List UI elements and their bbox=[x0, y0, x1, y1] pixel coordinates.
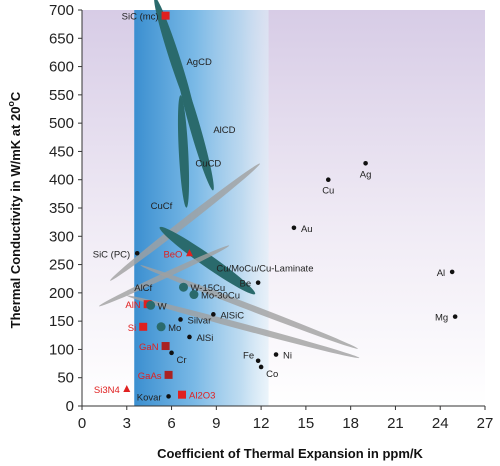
point-gaas bbox=[164, 370, 173, 379]
y-tick-label: 350 bbox=[49, 200, 74, 217]
point-silvar bbox=[178, 317, 183, 322]
point-beo bbox=[185, 249, 193, 257]
ellipse-cucf bbox=[110, 163, 260, 281]
point-label-sic-pc: SiC (PC) bbox=[93, 249, 130, 260]
x-tick-label: 6 bbox=[167, 415, 175, 432]
point-label-w: W bbox=[158, 301, 167, 312]
point-si3n4 bbox=[123, 385, 131, 393]
ellipse-label-alcd: AlCD bbox=[213, 125, 235, 136]
point-al2o3 bbox=[178, 390, 187, 399]
point-fe bbox=[255, 358, 261, 364]
point-label-ag: Ag bbox=[360, 169, 372, 180]
ellipse-layer: AgCD AlCD CuCD CuCf Cu/MoCu/Cu-Laminate AlCf bbox=[99, 0, 360, 359]
point-sic-pc bbox=[134, 250, 140, 256]
x-tick-label: 9 bbox=[212, 415, 220, 432]
x-tick-label: 24 bbox=[432, 415, 449, 432]
y-tick-label: 0 bbox=[66, 398, 74, 415]
point-label-gaas: GaAs bbox=[138, 371, 162, 382]
point-label-si: Si bbox=[128, 323, 136, 334]
y-axis-title-main: Thermal Conductivity in W/mK at 20 bbox=[8, 107, 23, 329]
point-label-kovar: Kovar bbox=[137, 392, 162, 403]
point-label-be: Be bbox=[240, 279, 252, 290]
y-tick-label: 550 bbox=[49, 87, 74, 104]
point-label-silvar: Silvar bbox=[188, 315, 212, 326]
point-label-w-15cu: W-15Cu bbox=[190, 283, 225, 294]
point-al bbox=[449, 269, 455, 275]
point-label-cr: Cr bbox=[177, 355, 187, 366]
point-label-sic-mc: SiC (mc) bbox=[122, 12, 159, 23]
point-label-alsic: AlSiC bbox=[220, 310, 244, 321]
point-label-ni: Ni bbox=[283, 351, 292, 362]
y-tick-label: 250 bbox=[49, 257, 74, 274]
point-mg bbox=[452, 314, 458, 319]
point-kovar bbox=[166, 394, 171, 399]
ellipse-alcd bbox=[177, 67, 214, 191]
x-tick-label: 0 bbox=[78, 415, 86, 432]
point-be bbox=[255, 280, 261, 285]
points-layer: SiC (mc) Ag Cu Au SiC (PC) BeO Al Be W-15CuMo-30… bbox=[93, 11, 458, 403]
point-mo-30cu bbox=[189, 290, 199, 300]
point-alsi bbox=[187, 334, 192, 340]
point-label-co: Co bbox=[266, 369, 278, 380]
x-tick-label: 3 bbox=[123, 415, 131, 432]
point-label-au: Au bbox=[301, 224, 313, 235]
point-mo bbox=[156, 322, 166, 332]
point-alsic bbox=[211, 312, 216, 317]
point-co bbox=[258, 364, 264, 370]
point-ag bbox=[363, 161, 368, 166]
point-label-al2o3: Al2O3 bbox=[189, 391, 215, 402]
point-label-mo: Mo bbox=[168, 323, 181, 334]
point-label-al: Al bbox=[437, 268, 445, 279]
x-axis-title: Coefficient of Thermal Expansion in ppm/… bbox=[157, 446, 423, 461]
y-tick-label: 450 bbox=[49, 143, 74, 160]
axes-layer: 0 3 6 9 12 15 18 21 24 27 0 50 100 150 200 250 300 350 400… bbox=[49, 2, 493, 432]
point-gan bbox=[161, 342, 170, 351]
ellipse-label-agcd: AgCD bbox=[186, 57, 211, 68]
ellipse-region-6 bbox=[140, 265, 358, 349]
point-w-15cu bbox=[178, 282, 188, 292]
point-label-gan: GaN bbox=[139, 342, 159, 353]
point-label-si3n4: Si3N4 bbox=[94, 385, 120, 396]
y-tick-label: 150 bbox=[49, 313, 74, 330]
y-tick-label: 700 bbox=[49, 2, 74, 19]
ellipse-region-7 bbox=[126, 295, 360, 359]
x-tick-label: 27 bbox=[477, 415, 494, 432]
point-sic-mc bbox=[161, 11, 170, 20]
point-label-cu: Cu bbox=[322, 186, 334, 197]
point-label-beo: BeO bbox=[163, 249, 182, 260]
y-axis-title-degree: o bbox=[6, 101, 16, 107]
y-tick-label: 500 bbox=[49, 115, 74, 132]
point-cr bbox=[169, 350, 174, 356]
point-label-aln: AlN bbox=[125, 300, 140, 311]
ellipse-cucd bbox=[177, 95, 190, 208]
y-tick-label: 400 bbox=[49, 172, 74, 189]
ellipse-label-cucf: CuCf bbox=[151, 201, 173, 212]
point-cu bbox=[325, 177, 331, 183]
point-w bbox=[146, 300, 156, 310]
ellipse-cu-mocu-cu-laminate bbox=[159, 226, 256, 295]
point-au bbox=[291, 225, 297, 231]
point-label-alsi: AlSi bbox=[196, 333, 213, 344]
y-tick-label: 300 bbox=[49, 228, 74, 245]
y-tick-label: 650 bbox=[49, 30, 74, 47]
x-tick-label: 12 bbox=[253, 415, 270, 432]
point-label-mo-30cu: Mo-30Cu bbox=[201, 291, 240, 302]
point-label-mg: Mg bbox=[435, 313, 448, 324]
point-si bbox=[139, 322, 148, 331]
ellipse-label-cu-mocu-cu-laminate: Cu/MoCu/Cu-Laminate bbox=[216, 263, 313, 274]
point-label-fe: Fe bbox=[243, 351, 254, 362]
x-tick-label: 21 bbox=[387, 415, 404, 432]
y-axis-title: Thermal Conductivity in W/mK at 20oC bbox=[6, 91, 23, 328]
y-tick-label: 50 bbox=[57, 370, 74, 387]
ellipse-label-cucd: CuCD bbox=[195, 159, 221, 170]
x-tick-label: 18 bbox=[342, 415, 359, 432]
y-tick-label: 200 bbox=[49, 285, 74, 302]
ellipse-label-alcf: AlCf bbox=[134, 283, 152, 294]
x-tick-label: 15 bbox=[298, 415, 315, 432]
y-axis-title-unit: C bbox=[8, 91, 23, 101]
y-tick-label: 600 bbox=[49, 59, 74, 76]
point-ni bbox=[273, 352, 279, 357]
y-tick-label: 100 bbox=[49, 341, 74, 358]
